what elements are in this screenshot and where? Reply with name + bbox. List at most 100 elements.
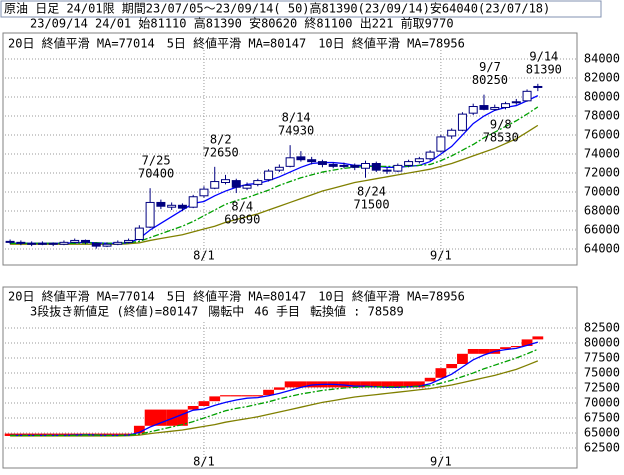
y-tick-label: 70000 [584,184,620,198]
candle-body [447,129,457,137]
candle-body [264,170,274,181]
candle-body [414,158,424,163]
candle-body [404,161,414,166]
brick [446,363,458,369]
y-tick-label: 80000 [584,335,620,349]
brick [273,387,285,390]
header-title: 原油 日足 24/01限 期間23/07/05～23/09/14( 50)高81… [4,1,550,16]
brick [177,409,188,426]
candle-body [37,242,47,245]
annotation-date: 8/14 [282,111,311,125]
candle-body [145,201,155,228]
y-tick-label: 82500 [584,320,620,334]
candle-body [167,204,177,208]
candle-body [242,184,252,189]
candle-body [479,105,489,110]
brick [457,353,468,364]
brick [435,368,447,378]
candle-body [371,163,381,171]
brick [198,401,210,406]
y-tick-label: 72500 [584,380,620,394]
brick [220,395,231,397]
candle-body [393,164,403,172]
candle-body [80,239,90,243]
candle-body [113,241,123,245]
candle-body [425,151,435,160]
candle-body [91,242,101,247]
brick [424,377,436,382]
annotation-value: 74930 [278,124,314,138]
y-tick-label: 67500 [584,410,620,424]
brick [510,345,522,348]
brick [209,396,221,402]
y-tick-label: 66000 [584,222,620,236]
brick [532,336,544,340]
y-tick-label: 82000 [584,71,620,85]
y-tick-label: 62500 [584,440,620,454]
x-tick-label: 9/1 [430,455,452,469]
annotation-value: 72650 [203,145,239,159]
candle-body [522,90,532,102]
candle-body [221,179,230,184]
candle-body [59,241,69,245]
y-tick-label: 68000 [584,203,620,217]
y-tick-label: 84000 [584,52,620,66]
candle-body [317,161,327,165]
candle-body [177,204,187,209]
candle-body [350,164,360,168]
status-label: 転換値 : 78589 [310,304,404,319]
annotation-value: 80250 [472,73,508,87]
candle-body [124,239,134,243]
candle-body [188,196,198,208]
brick [403,381,414,388]
y-tick-label: 75000 [584,365,620,379]
annotation-value: 71500 [353,197,389,211]
brick [467,348,479,354]
legend-entry: 10日 終値平滑 MA=78956 [318,36,465,51]
brick [187,405,199,410]
bottom-panel [2,286,578,469]
legend-entry: 20日 終値平滑 MA=77014 [8,36,155,51]
brick [166,409,178,426]
annotation-value: 78530 [483,130,519,144]
legend-entry: 10日 終値平滑 MA=78956 [318,289,465,304]
candle-body [210,181,220,189]
candle-body [436,136,446,152]
candle-body [285,157,295,167]
header-frame [0,0,602,18]
annotation-value: 81390 [526,62,562,76]
y-tick-label: 74000 [584,147,620,161]
brick [381,381,393,388]
y-tick-label: 80000 [584,90,620,104]
candle-body [501,103,511,108]
brick [230,395,242,397]
y-tick-label: 65000 [584,425,620,439]
header-quote: 23/09/14 24/01 始81110 高81390 安80620 終811… [30,16,454,31]
candle-body [253,180,263,185]
candle-body [307,159,317,163]
y-tick-label: 77500 [584,350,620,364]
annotation-date: 8/4 [231,200,253,214]
candle-body [511,101,521,104]
candle-body [361,163,371,169]
candle-body [27,242,37,245]
legend-entry: 20日 終値平滑 MA=77014 [8,289,155,304]
candle-body [468,106,478,114]
candle-body [16,241,26,244]
candle-body [339,164,349,167]
brick [349,381,361,388]
brick [295,381,307,388]
brick [370,381,382,388]
y-tick-label: 76000 [584,128,620,142]
status-label: 3段抜き新値足 (終値)=80147 [30,304,198,319]
candle-body [231,180,241,188]
candle-body [156,201,166,207]
y-tick-label: 78000 [584,109,620,123]
brick [478,348,490,354]
candle-body [382,169,392,172]
brick [263,389,274,396]
brick [521,339,533,346]
ma-line [10,360,539,437]
candle-body [5,240,15,243]
candle-body [296,156,306,161]
